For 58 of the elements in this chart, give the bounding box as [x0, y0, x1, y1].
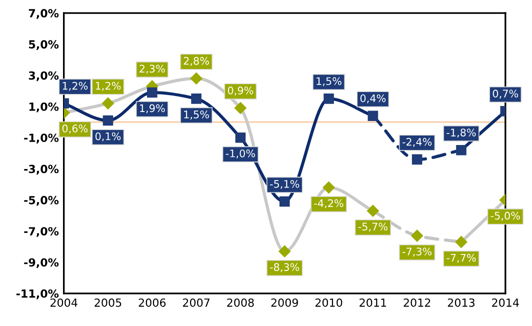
- point: [102, 115, 114, 126]
- y-tick-label: -11,0%: [16, 289, 59, 300]
- data-label: 1,2%: [96, 82, 121, 91]
- point: [322, 181, 335, 194]
- point: [412, 154, 422, 165]
- x-tick-label: 2009: [271, 298, 298, 307]
- data-label: 0,7%: [492, 90, 518, 99]
- y-tick-label: -1,0%: [24, 134, 59, 144]
- x-tick-label: 2012: [404, 298, 430, 307]
- data-label: 0,1%: [95, 132, 121, 142]
- point: [147, 87, 158, 98]
- point: [234, 102, 247, 114]
- x-tick-label: 2010: [315, 298, 342, 307]
- y-tick-label: 3,0%: [28, 71, 59, 82]
- point: [366, 204, 380, 218]
- data-label: 1,5%: [316, 77, 342, 86]
- x-tick-label: 2006: [138, 298, 166, 307]
- data-label: 1,2%: [62, 82, 88, 91]
- y-tick-label: 5,0%: [29, 40, 59, 50]
- data-label: 0,9%: [228, 86, 254, 96]
- data-label: 2,3%: [140, 64, 165, 74]
- data-label: -4,2%: [314, 199, 344, 208]
- x-tick-label: 2008: [227, 298, 254, 307]
- y-tick-label: 1,0%: [29, 102, 59, 112]
- y-tick-label: 7,0%: [28, 9, 59, 19]
- data-label: -5,1%: [270, 180, 300, 189]
- point: [368, 110, 378, 121]
- point: [191, 94, 202, 104]
- data-label: -5,0%: [490, 212, 520, 221]
- y-tick-label: -5,0%: [24, 196, 59, 206]
- data-label: -2,4%: [402, 138, 432, 147]
- x-tick-label: 2007: [182, 298, 210, 307]
- point: [190, 72, 203, 85]
- data-label: -7,7%: [446, 254, 476, 263]
- point: [410, 230, 424, 242]
- data-label: -5,7%: [358, 222, 388, 232]
- point: [235, 132, 246, 143]
- y-tick-label: -9,0%: [24, 258, 59, 268]
- point: [278, 245, 291, 258]
- data-label: 0,4%: [360, 94, 386, 104]
- x-tick-label: 2013: [448, 298, 474, 307]
- data-label: 0,6%: [62, 124, 88, 134]
- data-label: -8,3%: [270, 263, 300, 272]
- x-tick-label: 2005: [94, 298, 122, 307]
- data-label: -1,0%: [226, 149, 255, 158]
- point: [279, 196, 290, 207]
- data-label: 1,5%: [184, 110, 209, 120]
- data-label: -7,3%: [402, 248, 432, 257]
- data-label: -1,8%: [446, 128, 476, 138]
- point: [324, 94, 334, 104]
- x-tick-label: 2011: [360, 298, 386, 307]
- data-label: 1,9%: [140, 104, 165, 114]
- y-tick-label: -7,0%: [24, 227, 59, 237]
- x-tick-label: 2004: [50, 298, 78, 307]
- y-tick-label: -3,0%: [24, 164, 59, 175]
- x-tick-label: 2014: [492, 298, 519, 307]
- data-label: 2,8%: [184, 56, 209, 66]
- point: [102, 97, 114, 110]
